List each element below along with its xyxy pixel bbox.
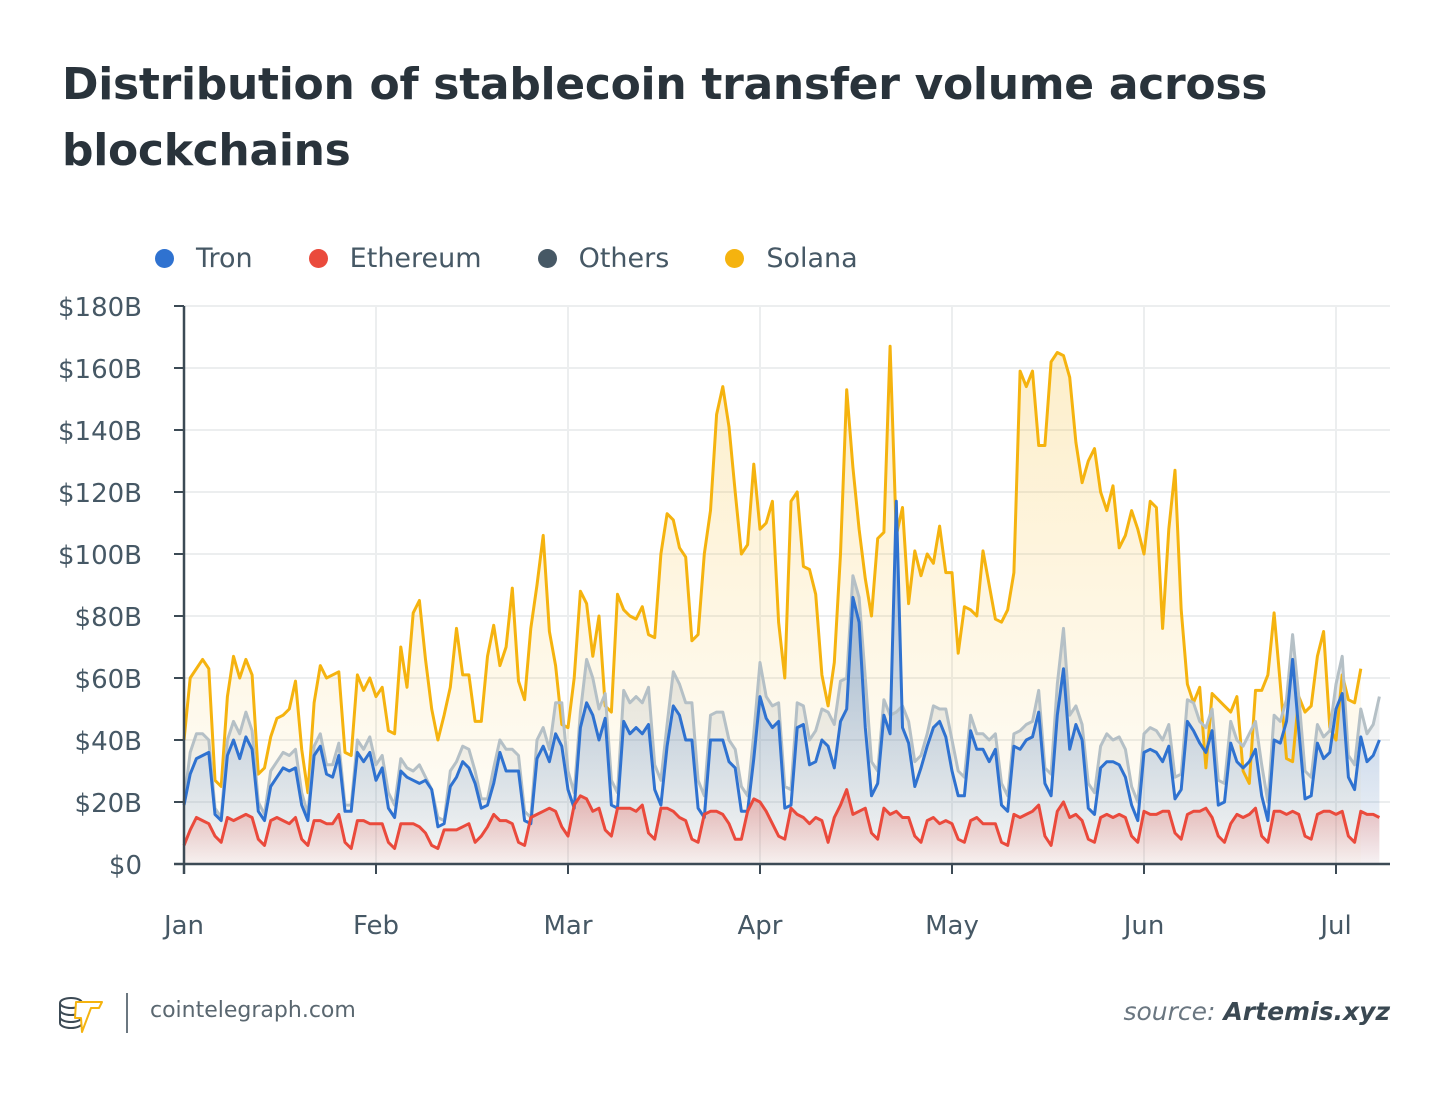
line-tron	[182, 499, 1381, 829]
y-axis-tick-labels: $0 $20B $40B $60B $80B $100B $120B $140B $160B $1…	[58, 293, 142, 881]
chart-plot: $0 $20B $40B $60B $80B $100B $120B $140B $160B $1…	[58, 293, 1390, 941]
y-tick-label: $160B	[58, 355, 142, 385]
legend-dot-icon	[308, 248, 328, 268]
legend-label: Ethereum	[349, 242, 482, 274]
legend-label: Tron	[196, 242, 253, 274]
x-tick-label: Jan	[162, 911, 204, 941]
source-name: Artemis.xyz	[1223, 997, 1390, 1026]
x-tick-label: Feb	[353, 911, 399, 941]
y-tick-label: $120B	[58, 479, 142, 509]
legend-item-others[interactable]: Others	[537, 242, 670, 274]
x-axis-tick-labels: Jan Feb Mar Apr May Jun Jul	[162, 911, 1352, 941]
legend-item-solana[interactable]: Solana	[725, 242, 858, 274]
legend-item-tron[interactable]: Tron	[155, 243, 253, 274]
footer-site-link[interactable]: cointelegraph.com	[150, 998, 356, 1023]
legend-label: Others	[578, 242, 670, 274]
footer-divider	[126, 993, 128, 1033]
series-lines	[182, 344, 1381, 850]
chart-title: Distribution of stablecoin transfer volu…	[62, 59, 1268, 176]
x-tick-label: Apr	[738, 911, 783, 941]
area-tron	[184, 501, 1380, 864]
y-tick-label: $40B	[75, 727, 142, 757]
y-tick-label: $0	[109, 851, 142, 881]
footer-source: source: Artemis.xyz	[1123, 997, 1390, 1026]
legend-label: Solana	[766, 242, 858, 274]
legend-dot-icon	[537, 248, 557, 268]
legend-dot-icon	[725, 248, 745, 268]
y-tick-label: $60B	[75, 665, 142, 695]
legend-dot-icon	[155, 248, 174, 268]
legend-item-ethereum[interactable]: Ethereum	[308, 242, 482, 274]
chart-legend: Tron Ethereum Others Solana	[155, 240, 914, 276]
series-areas	[184, 346, 1380, 864]
cointelegraph-logo-icon	[56, 993, 106, 1035]
line-solana	[182, 344, 1363, 795]
axes	[174, 305, 1390, 874]
y-tick-label: $180B	[58, 293, 142, 323]
y-tick-label: $80B	[75, 603, 142, 633]
y-tick-label: $140B	[58, 417, 142, 447]
x-tick-label: May	[925, 911, 979, 941]
y-tick-label: $100B	[58, 541, 142, 571]
y-tick-label: $20B	[75, 789, 142, 819]
area-ethereum	[184, 789, 1380, 864]
x-tick-label: Jun	[1122, 911, 1165, 941]
line-ethereum	[182, 788, 1381, 850]
source-label: source:	[1123, 997, 1216, 1026]
x-tick-label: Jul	[1318, 911, 1351, 941]
x-tick-label: Mar	[543, 911, 592, 941]
